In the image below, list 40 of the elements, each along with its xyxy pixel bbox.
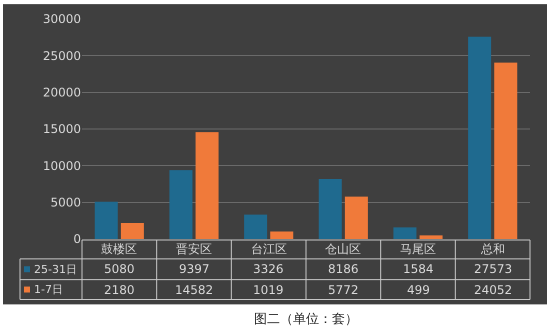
bar (494, 62, 518, 239)
data-label: 9397 (179, 262, 210, 276)
bar (94, 202, 118, 239)
x-tick-label: 仓山区 (325, 242, 361, 256)
x-tick-label: 台江区 (251, 242, 287, 256)
data-label: 499 (407, 283, 430, 297)
data-label: 3326 (253, 262, 284, 276)
y-tick-label: 30000 (42, 12, 81, 26)
data-label: 24052 (474, 283, 512, 297)
y-tick-label: 25000 (42, 48, 81, 63)
bar (420, 235, 443, 239)
y-tick-label: 20000 (42, 86, 81, 100)
y-tick-label: 5000 (50, 196, 81, 210)
bar (468, 36, 492, 239)
bar (318, 178, 342, 239)
y-tick-label: 10000 (42, 158, 81, 173)
x-tick-label: 晋安区 (176, 242, 212, 256)
data-label: 5080 (104, 262, 135, 276)
bar (393, 227, 416, 239)
bar (196, 132, 219, 239)
data-label: 2180 (104, 283, 135, 297)
data-label: 5772 (328, 283, 359, 297)
data-label: 14582 (175, 283, 214, 297)
data-label: 8186 (328, 262, 359, 276)
x-tick-label: 总和 (480, 242, 505, 256)
bar (169, 170, 192, 239)
bar (120, 223, 144, 239)
data-label: 27573 (474, 262, 512, 276)
legend-label: 25-31日 (34, 263, 77, 276)
bar (244, 214, 268, 239)
y-tick-label: 0 (73, 232, 81, 246)
data-label: 1584 (403, 262, 434, 276)
bar (270, 232, 294, 239)
data-label: 1019 (253, 283, 284, 297)
legend-label: 1-7日 (34, 283, 63, 296)
bar (344, 196, 368, 239)
y-tick-label: 15000 (42, 122, 81, 136)
text: 图二（单位：套） (254, 312, 358, 327)
x-tick-label: 马尾区 (400, 242, 436, 256)
x-tick-label: 鼓楼区 (101, 242, 137, 256)
